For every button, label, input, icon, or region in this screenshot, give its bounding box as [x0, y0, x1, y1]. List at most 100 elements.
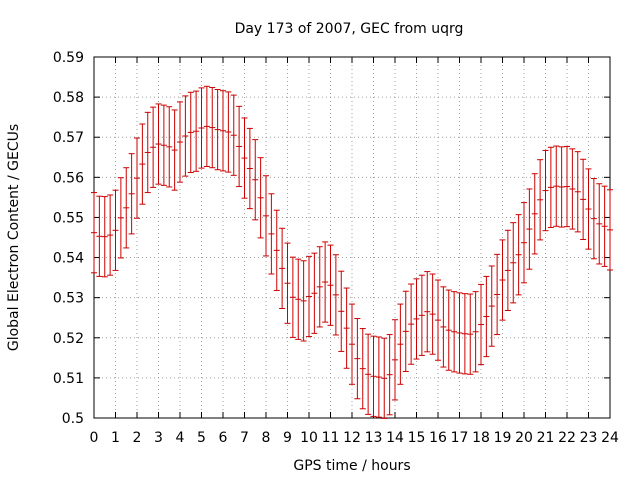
error-bar-point	[279, 227, 286, 309]
error-bar-point	[370, 335, 377, 417]
error-bar-point	[547, 146, 554, 228]
x-tick-label: 1	[111, 430, 120, 446]
error-bar-series	[91, 85, 613, 419]
error-bar-point	[182, 95, 189, 177]
x-tick-label: 0	[90, 430, 99, 446]
error-bar-point	[273, 209, 280, 291]
x-tick-label: 2	[133, 430, 142, 446]
error-bar-point	[311, 252, 318, 334]
error-bar-point	[445, 289, 452, 371]
error-bar-point	[488, 265, 495, 347]
error-bar-point	[246, 127, 253, 210]
x-tick-label: 4	[176, 430, 185, 446]
x-tick-label: 18	[472, 430, 490, 446]
error-bar-point	[257, 157, 264, 239]
x-tick-label: 7	[240, 430, 249, 446]
y-tick-label: 0.5	[62, 411, 84, 427]
error-bar-point	[521, 202, 527, 284]
error-bar-point	[451, 291, 458, 373]
error-bar-point	[268, 193, 275, 275]
error-bar-point	[456, 292, 463, 374]
error-bar-point	[306, 255, 312, 338]
error-bar-point	[139, 123, 146, 205]
error-bar-point	[144, 111, 151, 194]
error-bar-point	[392, 319, 398, 401]
error-bar-point	[553, 145, 560, 227]
error-bar-point	[236, 105, 243, 188]
error-bar-point	[107, 194, 114, 276]
error-bar-point	[564, 145, 570, 228]
error-bar-point	[526, 188, 533, 270]
x-tick-label: 20	[515, 430, 533, 446]
error-bar-point	[354, 318, 361, 400]
error-bar-point	[123, 167, 130, 249]
x-tick-label: 13	[365, 430, 383, 446]
error-bar-point	[322, 241, 329, 323]
y-tick-label: 0.57	[53, 130, 84, 146]
y-axis-title: Global Electron Content / GECUs	[6, 124, 22, 351]
error-bar-point	[209, 86, 216, 169]
error-bar-point	[515, 214, 522, 296]
error-bar-point	[220, 90, 226, 172]
error-bar-point	[327, 244, 334, 326]
error-bar-point	[381, 337, 388, 419]
error-bar-point	[338, 270, 345, 352]
x-tick-labels: 0 1 2 3 4 5 6 7 8 9 10 11 12 13 14 15 16 17 18 19 20 21 22 23 24	[90, 430, 619, 446]
y-tick-label: 0.51	[53, 371, 84, 387]
x-tick-label: 9	[283, 430, 292, 446]
x-tick-label: 6	[219, 430, 228, 446]
error-bar-point	[101, 196, 108, 278]
error-bar-point	[289, 256, 296, 338]
error-bar-point	[150, 106, 157, 188]
error-bar-point	[580, 158, 587, 241]
x-tick-label: 17	[451, 430, 469, 446]
error-bar-point	[128, 153, 135, 235]
x-axis-title: GPS time / hours	[293, 458, 410, 474]
error-bar-point	[601, 185, 608, 267]
x-tick-label: 24	[601, 430, 619, 446]
error-bar-point	[607, 189, 613, 271]
error-bar-point	[263, 175, 269, 257]
error-bar-point	[467, 293, 474, 375]
error-bar-point	[596, 183, 603, 265]
x-tick-label: 22	[558, 430, 576, 446]
x-tick-label: 21	[537, 430, 555, 446]
error-bar-point	[295, 258, 302, 340]
error-bar-point	[284, 242, 291, 324]
x-tick-label: 12	[343, 430, 361, 446]
x-tick-label: 19	[494, 430, 512, 446]
error-bar-point	[440, 286, 447, 368]
chart-title: Day 173 of 2007, GEC from uqrg	[235, 21, 464, 37]
error-bar-point	[91, 192, 97, 274]
y-tick-label: 0.56	[53, 170, 84, 186]
error-bar-point	[155, 103, 162, 185]
error-bar-point	[494, 253, 501, 336]
y-tick-label: 0.54	[53, 251, 84, 267]
error-bar-point	[574, 151, 581, 233]
error-bar-point	[424, 271, 431, 353]
error-bar-point	[166, 106, 173, 188]
error-bar-point	[413, 278, 420, 360]
error-bar-point	[117, 177, 124, 259]
error-bar-point	[537, 159, 544, 241]
error-bar-point	[402, 290, 409, 372]
error-bar-point	[510, 222, 517, 304]
y-tick-labels: 0.5 0.51 0.52 0.53 0.54 0.55 0.56 0.57 0.58 0.59	[53, 50, 84, 427]
error-bar-point	[198, 87, 205, 169]
error-bar-point	[214, 88, 221, 171]
error-bar-point	[252, 139, 259, 221]
error-bar-point	[435, 279, 441, 361]
error-bar-point	[461, 293, 468, 375]
x-tick-label: 15	[408, 430, 426, 446]
error-bar-point	[230, 94, 237, 176]
x-tick-label: 14	[386, 430, 404, 446]
y-tick-label: 0.59	[53, 50, 84, 66]
error-bar-point	[585, 168, 592, 250]
x-tick-label: 5	[197, 430, 206, 446]
error-bar-point	[112, 189, 119, 271]
error-bar-point	[531, 173, 538, 255]
error-bar-point	[375, 336, 382, 418]
x-tick-label: 10	[300, 430, 318, 446]
x-tick-label: 11	[322, 430, 340, 446]
